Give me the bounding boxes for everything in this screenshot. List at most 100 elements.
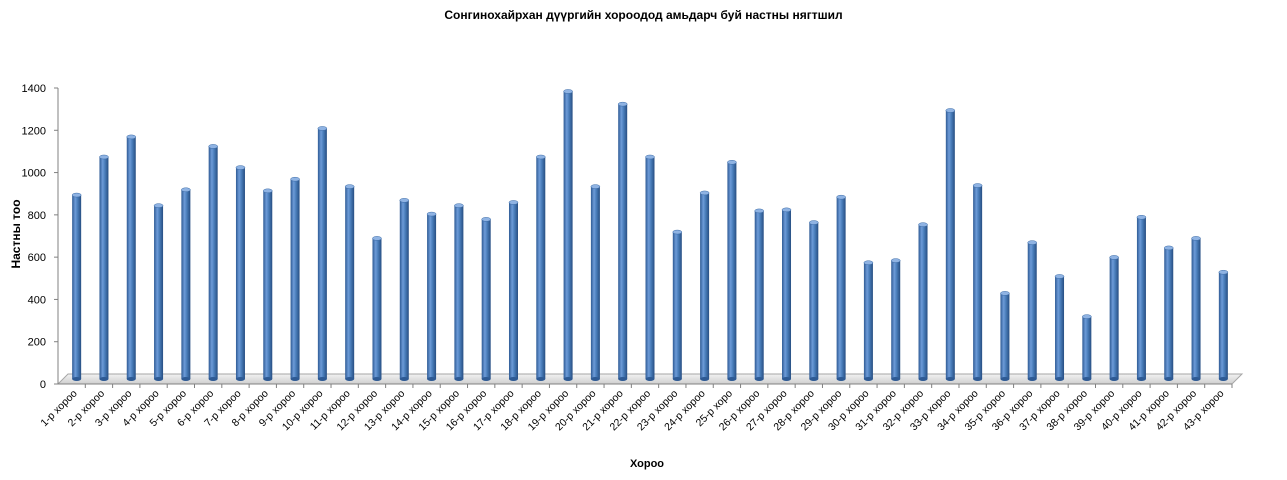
bar-body — [1218, 272, 1228, 379]
bar-cap — [617, 101, 628, 107]
bar-base — [945, 377, 955, 381]
bar — [863, 260, 874, 381]
bar-base — [754, 377, 764, 381]
bar — [727, 160, 737, 381]
y-tick-label: 600 — [28, 252, 46, 264]
bar-body — [973, 185, 983, 379]
bar-base — [263, 377, 273, 381]
bar-cap — [372, 236, 382, 241]
bar-cap — [1136, 215, 1147, 220]
y-tick-label: 200 — [28, 337, 46, 349]
bar-base — [1164, 377, 1174, 381]
bar — [781, 207, 792, 381]
bar — [290, 176, 300, 381]
bar-cap — [863, 260, 874, 265]
bar-cap — [809, 220, 819, 225]
bar-cap — [71, 192, 82, 198]
bar — [890, 258, 901, 381]
bar — [536, 154, 546, 381]
bar-base — [454, 377, 464, 381]
bar-base — [1027, 377, 1037, 381]
bar-cap — [235, 165, 246, 170]
bar-cap — [126, 134, 137, 140]
bar-body — [427, 214, 437, 379]
bar — [1054, 274, 1065, 381]
bar-body — [1164, 247, 1174, 379]
bar-cap — [1163, 245, 1174, 251]
bar-base — [481, 377, 491, 381]
bar-base — [1082, 377, 1092, 381]
bar — [699, 190, 710, 381]
bar-base — [427, 377, 437, 381]
y-tick-label: 400 — [28, 294, 46, 306]
bar-cap — [508, 200, 519, 205]
bar-body — [290, 179, 300, 379]
bar-body — [1136, 217, 1146, 379]
bar-base — [973, 377, 983, 381]
y-tick-label: 1000 — [22, 168, 46, 180]
bar-base — [672, 377, 682, 381]
bar-base — [399, 377, 409, 381]
bar-body — [99, 157, 109, 379]
bar-cap — [918, 222, 928, 227]
bar-body — [235, 167, 245, 379]
bar-base — [154, 377, 164, 381]
y-tick-label: 800 — [28, 210, 46, 222]
bar-cap — [263, 188, 273, 194]
bar-cap — [290, 176, 300, 182]
bar-base — [590, 377, 600, 381]
bar-body — [1027, 242, 1037, 379]
bar-cap — [945, 108, 956, 113]
bar-base — [727, 377, 737, 381]
bar-body — [508, 202, 518, 379]
bar-body — [590, 186, 600, 379]
bar-base — [836, 377, 846, 381]
y-tick-label: 1400 — [22, 83, 46, 95]
bar — [126, 134, 137, 381]
bar-cap — [1109, 255, 1119, 260]
bar — [645, 154, 655, 381]
bar — [1191, 236, 1201, 381]
bar-body — [891, 260, 901, 379]
bar-base — [1136, 377, 1146, 381]
bar — [563, 89, 573, 381]
bar-cap — [317, 126, 328, 131]
bar-base — [809, 377, 819, 381]
bar-base — [1000, 377, 1010, 381]
bar — [181, 187, 191, 381]
bar-cap — [1000, 291, 1010, 296]
bar — [317, 126, 328, 381]
bar-body — [1055, 276, 1065, 379]
bar — [972, 183, 983, 381]
bar-cap — [426, 211, 437, 217]
bar — [426, 211, 437, 381]
bar — [454, 203, 464, 381]
bar — [99, 154, 109, 381]
bar-body — [754, 210, 764, 379]
bar-body — [700, 192, 710, 379]
bar-body — [399, 200, 409, 379]
bar-cap — [99, 154, 109, 160]
bar-base — [918, 377, 928, 381]
bar — [481, 217, 491, 381]
bar-body — [1000, 293, 1010, 379]
bar — [1082, 314, 1092, 381]
bar — [71, 192, 82, 381]
bar-cap — [590, 184, 601, 189]
bar-base — [1218, 377, 1228, 381]
bar-base — [1109, 377, 1119, 381]
bar-body — [645, 157, 655, 379]
bar-cap — [536, 154, 546, 160]
bar-base — [536, 377, 546, 381]
bar — [1136, 215, 1147, 381]
bar-cap — [153, 203, 164, 208]
bar-base — [563, 377, 573, 381]
bar-body — [317, 128, 327, 379]
bar-base — [645, 377, 655, 381]
bar — [1000, 291, 1010, 381]
bar — [945, 108, 956, 381]
bar-cap — [181, 187, 191, 193]
bar — [918, 222, 928, 381]
bar-body — [345, 186, 355, 379]
bar-body — [181, 189, 191, 379]
